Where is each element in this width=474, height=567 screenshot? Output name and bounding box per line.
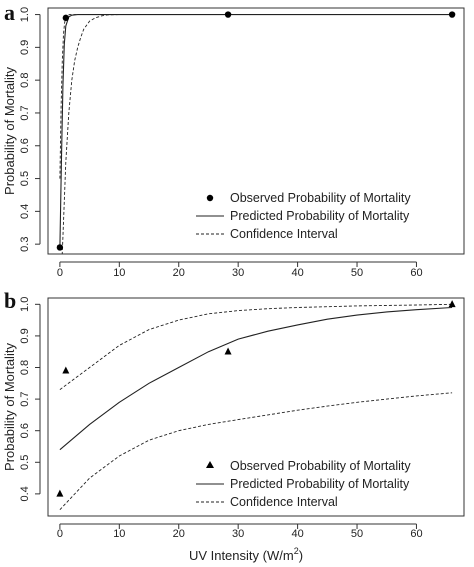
panel-b: b 0 10 20 30 40 50 60 0.4 0.5 0.6 0.7 0.8 0.9 1.0 Proba…	[2, 288, 465, 563]
observed-point	[62, 366, 70, 374]
y-tick-label: 0.8	[19, 360, 31, 375]
x-tick-label: 40	[291, 528, 303, 540]
y-tick-label: 0.5	[19, 171, 31, 186]
y-tick-label: 0.9	[19, 328, 31, 343]
x-axis-title: UV Intensity (W/m2)	[189, 546, 303, 563]
observed-point	[448, 300, 456, 308]
confidence-line	[59, 392, 453, 511]
y-tick-label: 0.4	[19, 204, 31, 219]
confidence-line	[61, 14, 453, 254]
legend-symbol	[206, 194, 214, 202]
legend-label: Confidence Interval	[230, 227, 338, 241]
confidence-line	[59, 303, 453, 390]
legend: Observed Probability of Mortality Predict…	[196, 459, 411, 509]
y-tick-label: 0.6	[19, 423, 31, 438]
y-tick-label: 0.8	[19, 73, 31, 88]
panel-label: a	[4, 0, 15, 25]
confidence-line	[59, 14, 453, 179]
y-tick-label: 0.3	[19, 237, 31, 252]
legend-symbol	[206, 461, 214, 468]
y-tick-label: 1.0	[19, 7, 31, 22]
y-tick-label: 0.4	[19, 486, 31, 501]
x-tick-label: 30	[232, 267, 244, 279]
x-tick-label: 30	[232, 528, 244, 540]
x-tick-label: 50	[351, 528, 363, 540]
panel-label: b	[4, 288, 16, 313]
y-tick-label: 0.6	[19, 138, 31, 153]
x-tick-label: 10	[113, 267, 125, 279]
y-tick-label: 1.0	[19, 297, 31, 312]
legend-label: Observed Probability of Mortality	[230, 459, 411, 473]
y-tick-label: 0.7	[19, 391, 31, 406]
x-tick-label: 10	[113, 528, 125, 540]
observed-point	[56, 489, 64, 497]
y-tick-label: 0.5	[19, 455, 31, 470]
x-tick-label: 0	[57, 528, 63, 540]
observed-point	[56, 244, 64, 251]
x-tick-label: 40	[291, 267, 303, 279]
observed-point	[224, 347, 232, 355]
y-axis-title: Probability of Mortality	[2, 67, 17, 195]
plot-frame	[47, 7, 465, 255]
legend-label: Predicted Probability of Mortality	[230, 477, 410, 491]
observed-point	[62, 14, 70, 22]
x-tick-label: 60	[410, 528, 422, 540]
y-tick-label: 0.9	[19, 40, 31, 55]
predicted-line	[59, 306, 453, 451]
x-tick-label: 0	[57, 267, 63, 279]
legend-label: Observed Probability of Mortality	[230, 191, 411, 205]
plot-frame	[47, 297, 465, 517]
x-tick-label: 50	[351, 267, 363, 279]
legend: Observed Probability of Mortality Predict…	[196, 191, 411, 241]
legend-label: Confidence Interval	[230, 495, 338, 509]
panel-a: a 0 10 20 30 40 50 60 0.3 0.4 0.5 0.6 0.7 0.8 0.9 1.0 Pr…	[2, 0, 465, 279]
x-tick-label: 20	[173, 267, 185, 279]
y-tick-label: 0.7	[19, 105, 31, 120]
observed-point	[448, 11, 456, 18]
x-tick-label: 60	[410, 267, 422, 279]
y-axis-title: Probability of Mortality	[2, 343, 17, 471]
legend-label: Predicted Probability of Mortality	[230, 209, 410, 223]
x-tick-label: 20	[173, 528, 185, 540]
observed-point	[224, 11, 232, 18]
